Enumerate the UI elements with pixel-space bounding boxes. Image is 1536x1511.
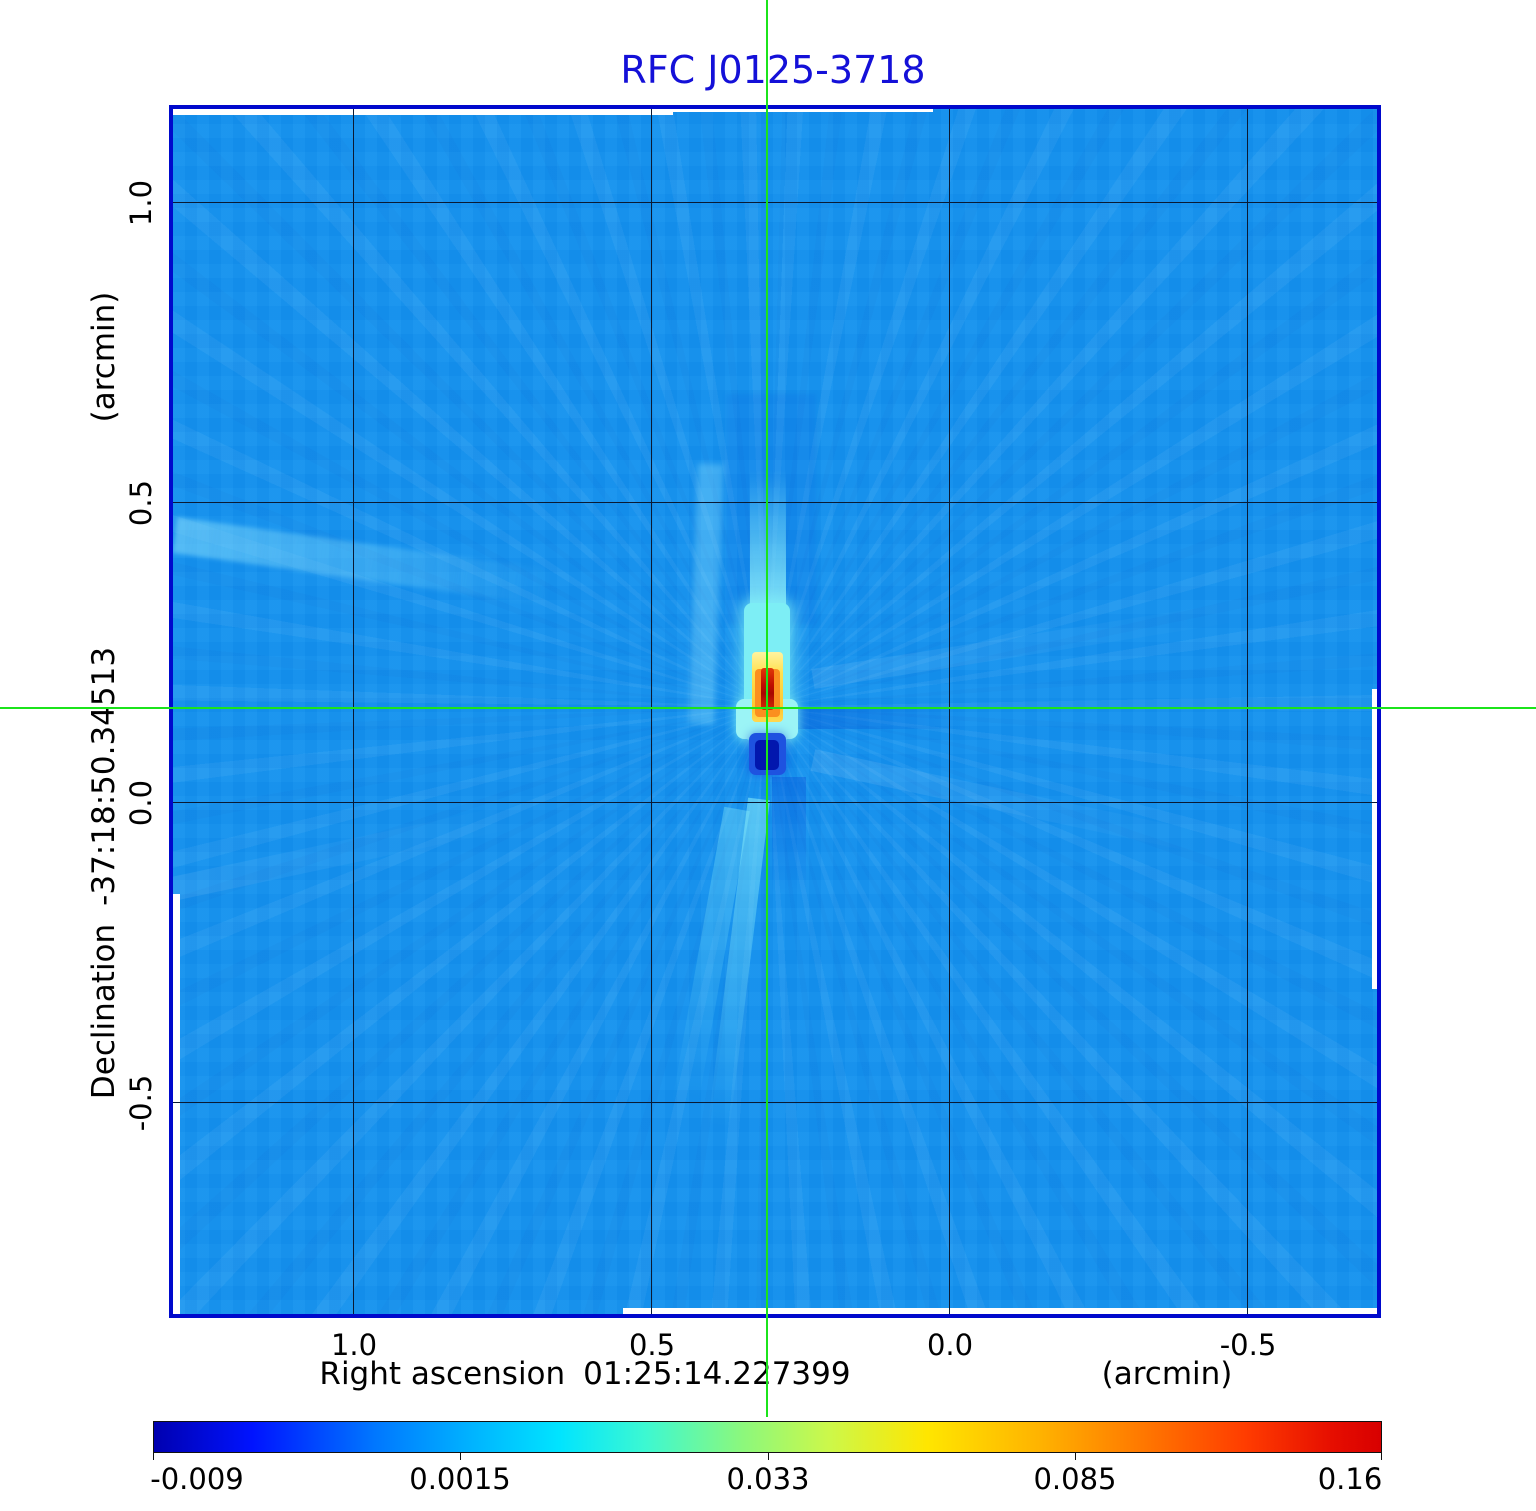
edge-sliver-bottom: [623, 1308, 1377, 1314]
colorbar-label-0: -0.009: [150, 1462, 244, 1496]
x-tick-0.0: 0.0: [926, 1328, 974, 1362]
dark-patch-below-right: [772, 777, 806, 897]
sidelobe-streak-lower-right: [810, 749, 1227, 859]
x-axis-label: Right ascension: [319, 1356, 566, 1392]
gridline-x-1.0: [353, 109, 354, 1314]
gridline-y-0.0: [173, 802, 1377, 803]
x-axis-value: 01:25:14.227399: [583, 1356, 851, 1392]
x-tick--0.5: -0.5: [1219, 1328, 1277, 1362]
y-axis-unit: (arcmin): [86, 291, 122, 423]
radio-map-canvas: [173, 109, 1377, 1314]
edge-sliver-left: [173, 894, 180, 1314]
y-tick-0.5: 0.5: [124, 479, 158, 527]
edge-sliver-right: [1372, 689, 1377, 989]
sidelobe-streak-upper-left: [173, 517, 554, 606]
colorbar-tick-0: [153, 1453, 154, 1460]
colorbar-tick-2: [768, 1453, 769, 1460]
colorbar-label-4: 0.16: [1317, 1462, 1383, 1496]
colorbar: [153, 1421, 1382, 1453]
plot-frame: [169, 105, 1381, 1318]
gridline-y-0.5: [173, 502, 1377, 503]
colorbar-tick-4: [1381, 1453, 1382, 1460]
dark-streak-right: [791, 709, 971, 729]
x-axis-unit: (arcmin): [1101, 1356, 1233, 1392]
colorbar-label-2: 0.033: [726, 1462, 810, 1496]
y-axis-value: -37:18:50.34513: [86, 646, 122, 906]
y-tick-0.0: 0.0: [124, 779, 158, 827]
x-axis-title: Right ascension 01:25:14.227399: [319, 1356, 850, 1392]
colorbar-tick-3: [1075, 1453, 1076, 1460]
gridline-x-0.5: [651, 109, 652, 1314]
edge-sliver-top-left: [173, 109, 673, 115]
colorbar-label-3: 0.085: [1033, 1462, 1117, 1496]
sidelobe-streak-lower-left: [173, 804, 518, 903]
gridline-x-0.0: [949, 109, 950, 1314]
gridline-y--0.5: [173, 1102, 1377, 1103]
cyan-ray-above-source: [750, 454, 786, 614]
page-title: RFC J0125-3718: [620, 48, 926, 92]
y-axis-label: Declination: [86, 923, 122, 1100]
gridline-y-1.0: [173, 202, 1377, 203]
y-tick-1.0: 1.0: [124, 179, 158, 227]
crosshair-horizontal-line: [0, 707, 1536, 709]
colorbar-tick-1: [460, 1453, 461, 1460]
x-tick-0.5: 0.5: [628, 1328, 676, 1362]
colorbar-label-1: 0.0015: [409, 1462, 511, 1496]
y-tick--0.5: -0.5: [124, 1074, 158, 1132]
gridline-x--0.5: [1247, 109, 1248, 1314]
edge-sliver-top-mid: [673, 109, 933, 112]
sidelobe-streak-upper-right: [811, 601, 1240, 689]
y-axis-title: Declination -37:18:50.34513: [86, 647, 122, 1099]
x-tick-1.0: 1.0: [330, 1328, 378, 1362]
